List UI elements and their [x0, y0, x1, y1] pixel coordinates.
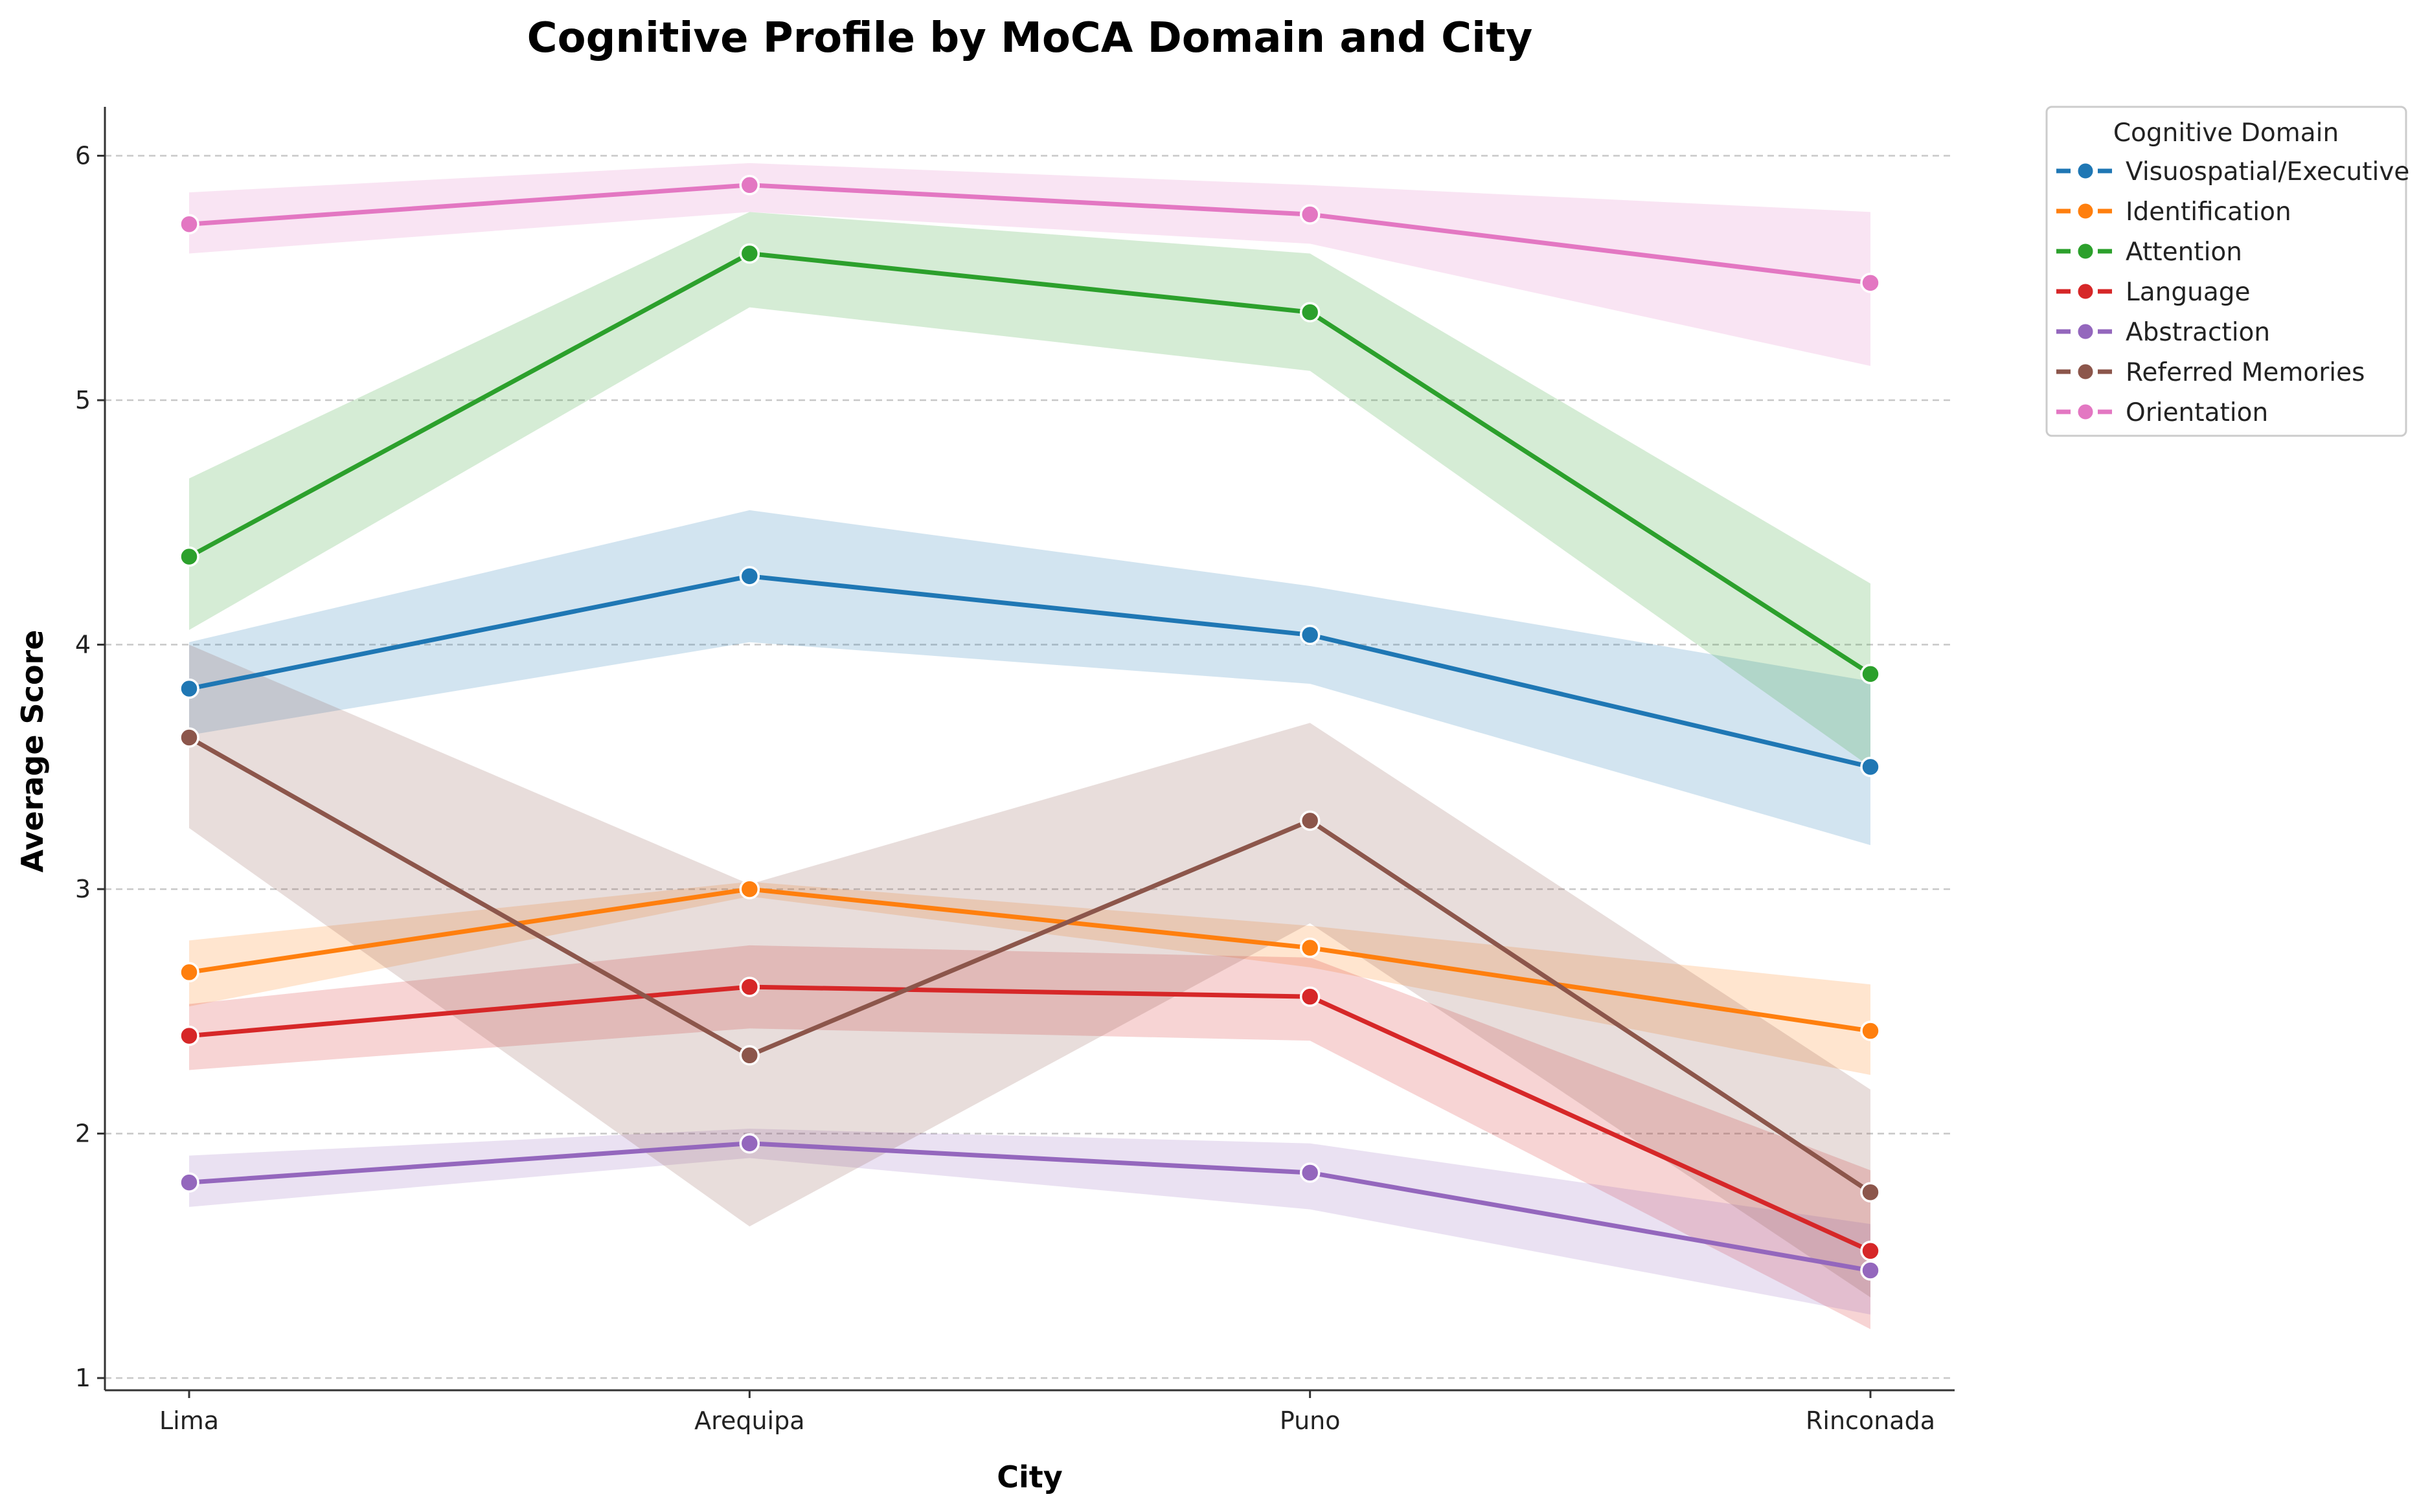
- data-point: [1860, 1021, 1881, 1041]
- legend-label: Referred Memories: [2126, 358, 2365, 387]
- data-point: [1299, 302, 1321, 322]
- data-point: [179, 962, 199, 983]
- data-point: [1860, 1260, 1881, 1281]
- legend-label: Abstraction: [2126, 318, 2270, 347]
- series-lines: [188, 183, 1872, 1273]
- data-point: [1299, 986, 1321, 1007]
- confidence-band: [189, 212, 1870, 767]
- legend-label: Visuospatial/Executive: [2126, 157, 2409, 186]
- data-point: [739, 879, 760, 899]
- confidence-bands: [189, 163, 1870, 1329]
- data-point: [1860, 1241, 1881, 1261]
- data-point: [739, 566, 760, 587]
- y-tick-label: 1: [75, 1364, 91, 1392]
- y-tick-label: 6: [75, 142, 91, 170]
- data-point: [1860, 273, 1881, 293]
- data-point: [1299, 937, 1321, 958]
- legend-marker: [2076, 201, 2095, 221]
- confidence-band: [189, 1129, 1870, 1315]
- legend-marker: [2076, 161, 2095, 181]
- y-tick-label: 3: [75, 875, 91, 903]
- legend-marker: [2076, 282, 2095, 301]
- x-tick-label: Arequipa: [694, 1406, 804, 1435]
- chart-title: Cognitive Profile by MoCA Domain and Cit…: [527, 14, 1533, 62]
- data-point: [179, 1172, 199, 1193]
- x-tick-label: Rinconada: [1806, 1406, 1935, 1435]
- series-line: [188, 183, 1871, 286]
- y-ticks: 1 2 3 4 5 6: [75, 142, 105, 1392]
- legend: Cognitive Domain Visuospatial/Executive I…: [2045, 106, 2409, 437]
- data-point: [179, 1025, 199, 1046]
- series-line: [188, 251, 1872, 676]
- series-line: [188, 735, 1872, 1195]
- confidence-band: [189, 510, 1870, 846]
- legend-title: Cognitive Domain: [2113, 118, 2339, 148]
- data-point: [1299, 810, 1321, 831]
- y-axis-title: Average Score: [15, 630, 50, 873]
- legend-marker: [2076, 402, 2095, 422]
- data-point: [739, 1045, 760, 1066]
- data-point: [1860, 1182, 1881, 1202]
- series-points: [179, 175, 1881, 1281]
- confidence-band: [189, 163, 1870, 367]
- data-point: [1299, 204, 1321, 225]
- data-point: [739, 976, 760, 997]
- y-tick-label: 2: [75, 1120, 91, 1148]
- legend-frame: [2045, 106, 2407, 437]
- data-point: [1860, 756, 1881, 778]
- x-axis-title: City: [997, 1460, 1063, 1495]
- legend-marker: [2076, 242, 2095, 261]
- data-point: [739, 175, 760, 196]
- legend-label: Language: [2126, 278, 2250, 307]
- series-line: [188, 984, 1872, 1253]
- legend-marker: [2076, 362, 2095, 381]
- legend-items: Visuospatial/Executive Identification Atte…: [2056, 157, 2409, 427]
- y-tick-label: 4: [75, 631, 91, 659]
- data-point: [739, 243, 760, 264]
- series-line: [188, 886, 1871, 1033]
- y-tick-label: 5: [75, 386, 91, 414]
- data-point: [1860, 664, 1881, 684]
- data-point: [179, 214, 199, 234]
- data-point: [179, 678, 199, 699]
- data-point: [1299, 1162, 1321, 1183]
- series-line: [188, 574, 1871, 769]
- data-point: [739, 1133, 760, 1154]
- legend-marker: [2076, 322, 2095, 341]
- x-tick-label: Lima: [159, 1406, 219, 1435]
- data-point: [179, 727, 199, 748]
- x-tick-label: Puno: [1280, 1406, 1341, 1435]
- legend-label: Identification: [2126, 197, 2291, 227]
- x-ticks: Lima Arequipa Puno Rinconada: [159, 1390, 1935, 1435]
- legend-label: Orientation: [2126, 398, 2268, 427]
- series-line: [188, 1141, 1871, 1273]
- data-point: [1299, 624, 1321, 646]
- legend-label: Attention: [2126, 238, 2242, 267]
- confidence-band: [189, 644, 1870, 1298]
- data-point: [179, 546, 199, 567]
- confidence-band: [189, 945, 1870, 1329]
